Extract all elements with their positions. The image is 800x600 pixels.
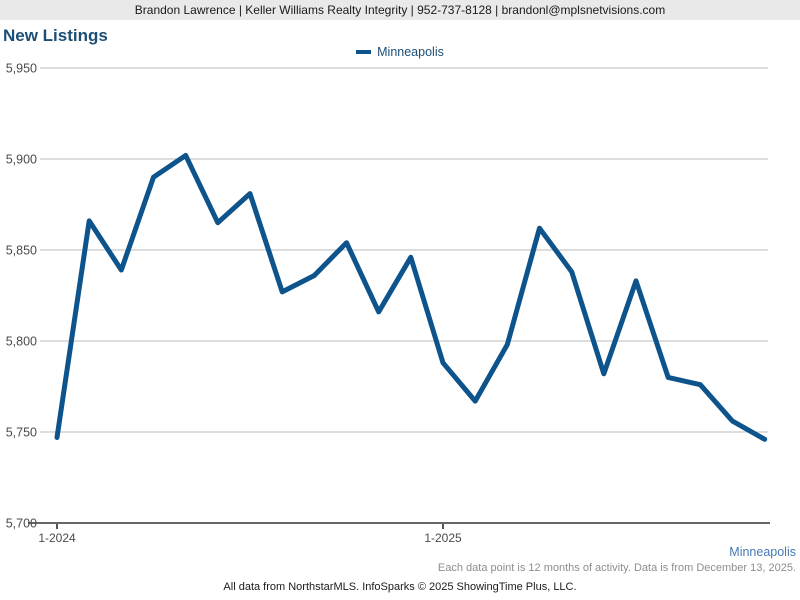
- y-axis-label: 5,950: [6, 62, 37, 76]
- y-axis-label: 5,700: [6, 517, 37, 531]
- y-axis-label: 5,850: [6, 244, 37, 258]
- y-axis-label: 5,800: [6, 335, 37, 349]
- x-axis-label: 1-2025: [424, 531, 462, 545]
- contact-bar-text: Brandon Lawrence | Keller Williams Realt…: [134, 3, 666, 17]
- legend-line-swatch: [356, 50, 372, 54]
- page-title: New Listings: [3, 26, 108, 45]
- legend-label: Minneapolis: [377, 45, 444, 59]
- legend: Minneapolis: [0, 45, 800, 59]
- x-axis-label: 1-2024: [38, 531, 76, 545]
- contact-bar: Brandon Lawrence | Keller Williams Realt…: [0, 0, 800, 20]
- series-line-minneapolis: [54, 152, 768, 442]
- y-axis-label: 5,750: [6, 426, 37, 440]
- footer-attribution: All data from NorthstarMLS. InfoSparks ©…: [223, 581, 577, 593]
- footer-note: Each data point is 12 months of activity…: [437, 562, 796, 574]
- footer-series-label: Minneapolis: [729, 545, 796, 559]
- y-axis-label: 5,900: [6, 153, 37, 167]
